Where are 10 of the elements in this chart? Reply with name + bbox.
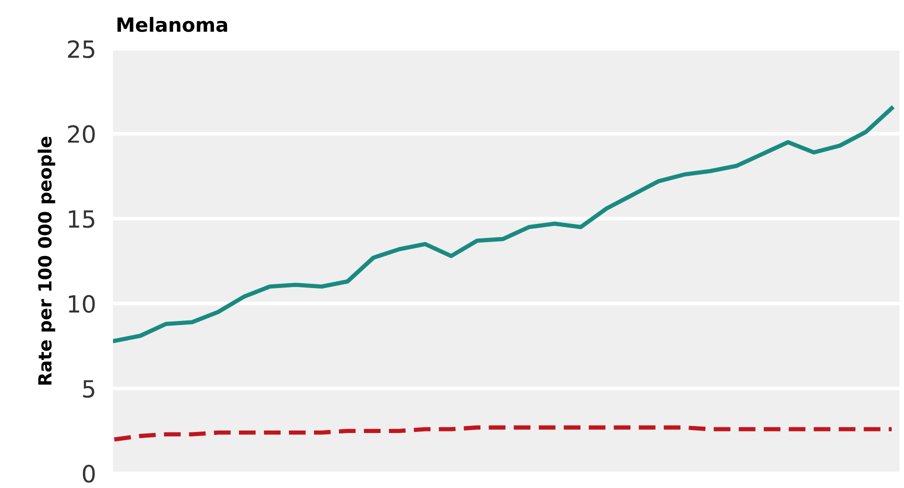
chart-title: Melanoma bbox=[118, 16, 228, 32]
y-tick-label: 10 bbox=[68, 294, 95, 313]
line-series bbox=[113, 425, 894, 442]
line-series bbox=[113, 106, 894, 343]
y-tick-label: 15 bbox=[68, 210, 94, 228]
y-tick-label: 20 bbox=[68, 125, 95, 144]
y-tick-label: 0 bbox=[82, 464, 95, 483]
y-tick-label: 5 bbox=[83, 380, 94, 398]
y-axis-title: Rate per 100 000 people bbox=[38, 136, 56, 385]
y-tick-label: 25 bbox=[68, 40, 94, 58]
